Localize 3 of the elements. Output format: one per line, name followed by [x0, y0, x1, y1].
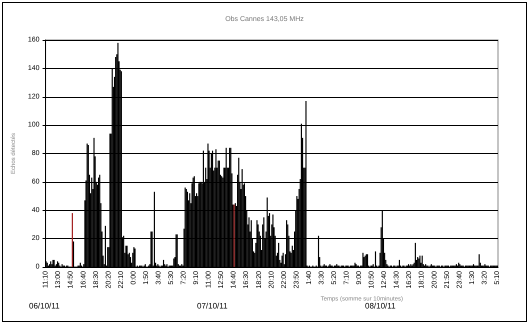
- text: 08/10/11: [365, 302, 396, 310]
- text: 07/10/11: [197, 302, 228, 310]
- text: 06/10/11: [29, 302, 60, 310]
